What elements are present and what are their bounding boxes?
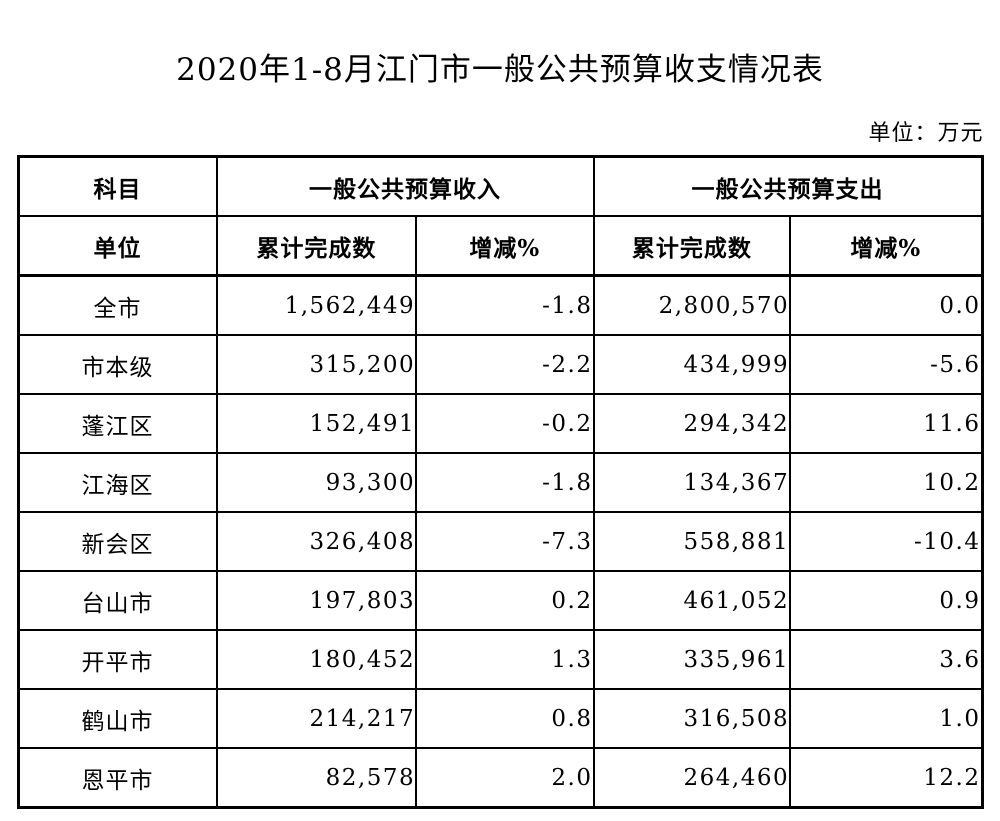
region-name: 恩平市 xyxy=(17,747,218,809)
income-total: 1,562,449 xyxy=(215,274,418,336)
header-subject: 科目 xyxy=(17,155,218,217)
expense-change: 11.6 xyxy=(789,393,983,454)
income-total: 315,200 xyxy=(215,334,418,395)
region-name: 市本级 xyxy=(17,334,218,395)
region-name: 台山市 xyxy=(17,570,218,631)
header-income-group: 一般公共预算收入 xyxy=(215,155,595,217)
expense-total: 335,961 xyxy=(592,629,792,690)
budget-table: 科目 一般公共预算收入 一般公共预算支出 单位 累计完成数 增减% 累计完成数 … xyxy=(16,155,984,809)
income-change: -2.2 xyxy=(415,334,595,395)
income-change: 0.2 xyxy=(415,570,595,631)
expense-change: -10.4 xyxy=(789,511,983,572)
expense-change: 3.6 xyxy=(789,629,983,690)
header-expense-cumulative: 累计完成数 xyxy=(592,215,792,277)
income-change: -1.8 xyxy=(415,274,595,336)
expense-total: 461,052 xyxy=(592,570,792,631)
expense-total: 434,999 xyxy=(592,334,792,395)
expense-total: 2,800,570 xyxy=(592,274,792,336)
region-name: 鹤山市 xyxy=(17,688,218,749)
expense-total: 134,367 xyxy=(592,452,792,513)
income-change: 1.3 xyxy=(415,629,595,690)
header-income-change: 增减% xyxy=(415,215,595,277)
income-change: -0.2 xyxy=(415,393,595,454)
table-header-sub-row: 单位 累计完成数 增减% 累计完成数 增减% xyxy=(17,215,983,277)
expense-change: 1.0 xyxy=(789,688,983,749)
expense-change: 10.2 xyxy=(789,452,983,513)
header-expense-change: 增减% xyxy=(789,215,983,277)
unit-note: 单位：万元 xyxy=(868,121,984,146)
expense-change: 0.0 xyxy=(789,274,983,336)
table-row: 市本级 315,200 -2.2 434,999 -5.6 xyxy=(17,334,983,395)
income-total: 152,491 xyxy=(215,393,418,454)
income-change: 2.0 xyxy=(415,747,595,809)
header-expense-group: 一般公共预算支出 xyxy=(592,155,983,217)
table-row: 新会区 326,408 -7.3 558,881 -10.4 xyxy=(17,511,983,572)
income-total: 180,452 xyxy=(215,629,418,690)
expense-total: 558,881 xyxy=(592,511,792,572)
expense-change: 12.2 xyxy=(789,747,983,809)
table-row: 开平市 180,452 1.3 335,961 3.6 xyxy=(17,629,983,690)
expense-total: 316,508 xyxy=(592,688,792,749)
income-total: 93,300 xyxy=(215,452,418,513)
expense-change: 0.9 xyxy=(789,570,983,631)
region-name: 新会区 xyxy=(17,511,218,572)
income-change: 0.8 xyxy=(415,688,595,749)
income-total: 214,217 xyxy=(215,688,418,749)
table-row: 恩平市 82,578 2.0 264,460 12.2 xyxy=(17,747,983,809)
expense-change: -5.6 xyxy=(789,334,983,395)
income-total: 326,408 xyxy=(215,511,418,572)
table-header-group-row: 科目 一般公共预算收入 一般公共预算支出 xyxy=(17,155,983,217)
table-row: 蓬江区 152,491 -0.2 294,342 11.6 xyxy=(17,393,983,454)
expense-total: 264,460 xyxy=(592,747,792,809)
table-row: 台山市 197,803 0.2 461,052 0.9 xyxy=(17,570,983,631)
page-title: 2020年1-8月江门市一般公共预算收支情况表 xyxy=(176,52,824,88)
region-name: 蓬江区 xyxy=(17,393,218,454)
income-total: 82,578 xyxy=(215,747,418,809)
region-name: 江海区 xyxy=(17,452,218,513)
income-change: -1.8 xyxy=(415,452,595,513)
table-row: 江海区 93,300 -1.8 134,367 10.2 xyxy=(17,452,983,513)
region-name: 全市 xyxy=(17,274,218,336)
income-total: 197,803 xyxy=(215,570,418,631)
income-change: -7.3 xyxy=(415,511,595,572)
expense-total: 294,342 xyxy=(592,393,792,454)
header-unit: 单位 xyxy=(17,215,218,277)
table-row: 鹤山市 214,217 0.8 316,508 1.0 xyxy=(17,688,983,749)
header-income-cumulative: 累计完成数 xyxy=(215,215,418,277)
region-name: 开平市 xyxy=(17,629,218,690)
table-row: 全市 1,562,449 -1.8 2,800,570 0.0 xyxy=(17,274,983,336)
